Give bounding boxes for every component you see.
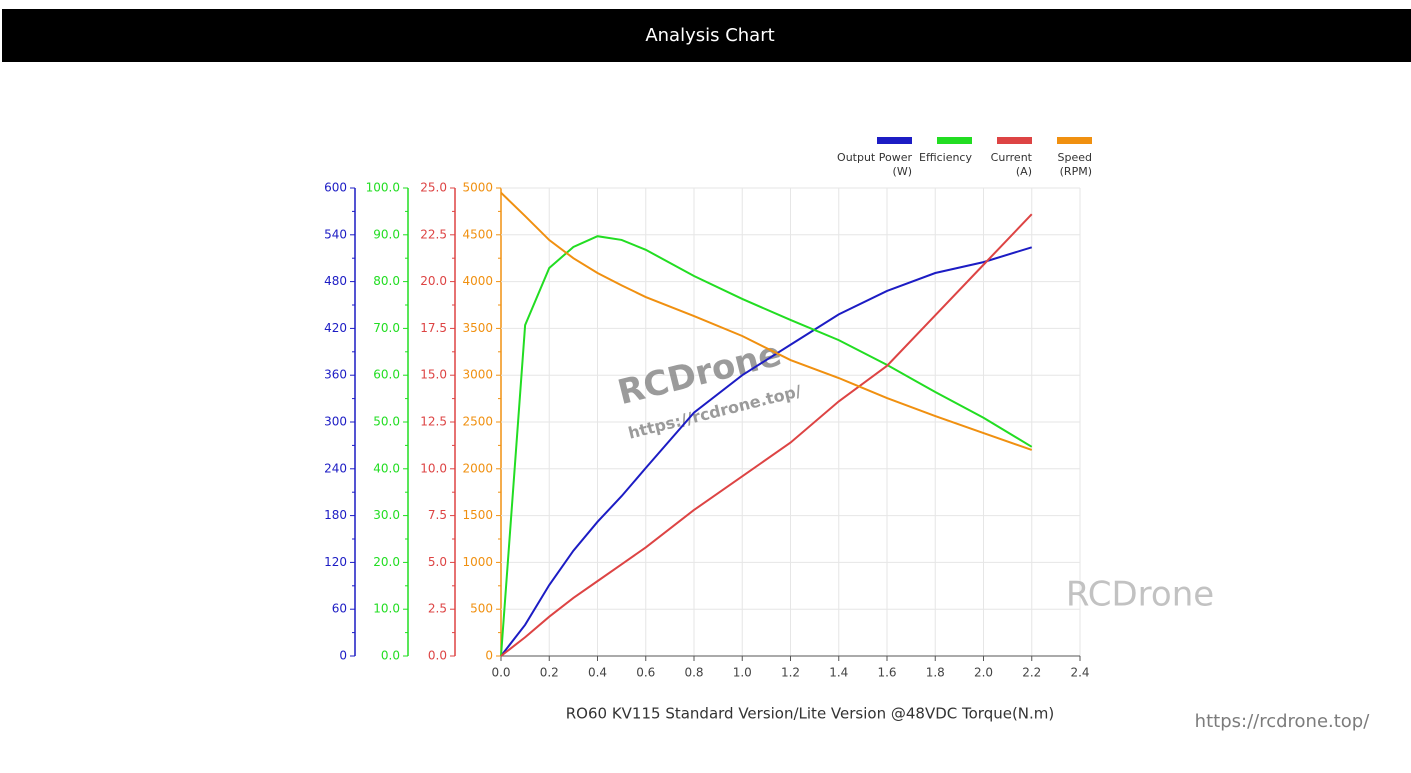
header-title: Analysis Chart	[645, 25, 774, 46]
y-tick-label: 10.0	[420, 461, 447, 475]
y-tick-label: 4500	[462, 227, 493, 241]
y-tick-label: 300	[324, 415, 347, 429]
y-tick-label: 70.0	[373, 321, 400, 335]
series-line	[500, 246, 1033, 657]
y-tick-label: 100.0	[366, 181, 400, 195]
x-tick-label: 0.2	[540, 666, 559, 680]
y-tick-label: 15.0	[420, 368, 447, 382]
legend-swatch	[997, 137, 1032, 144]
y-tick-label: 360	[324, 368, 347, 382]
legend-label-line: Output Power	[837, 151, 912, 164]
legend-swatch	[1057, 137, 1092, 144]
y-tick-label: 180	[324, 508, 347, 522]
y-tick-label: 2500	[462, 415, 493, 429]
y-tick-label: 3000	[462, 368, 493, 382]
y-tick-label: 0.0	[381, 649, 400, 663]
series-line	[500, 191, 1033, 451]
y-tick-label: 22.5	[420, 227, 447, 241]
y-tick-label: 25.0	[420, 181, 447, 195]
watermark: RCDrone	[1066, 575, 1214, 615]
y-tick-label: 0	[339, 649, 347, 663]
legend-label: Current (A)	[991, 151, 1033, 178]
legend-label-line: (RPM)	[1060, 165, 1092, 178]
x-tick-label: 0.0	[491, 666, 510, 680]
y-tick-label: 240	[324, 461, 347, 475]
x-tick-label: 1.2	[781, 666, 800, 680]
y-tick-label: 1000	[462, 555, 493, 569]
legend-label-line: Efficiency	[919, 151, 972, 164]
legend-label-line: Current	[991, 151, 1033, 164]
y-tick-label: 2.5	[428, 602, 447, 616]
x-tick-label: 1.6	[877, 666, 896, 680]
header-bar	[2, 9, 1411, 62]
y-tick-label: 480	[324, 274, 347, 288]
y-tick-label: 90.0	[373, 227, 400, 241]
x-tick-label: 1.4	[829, 666, 848, 680]
y-tick-label: 80.0	[373, 274, 400, 288]
y-tick-label: 500	[470, 602, 493, 616]
y-tick-label: 4000	[462, 274, 493, 288]
y-tick-label: 30.0	[373, 508, 400, 522]
y-tick-label: 0	[485, 649, 493, 663]
series-line	[500, 235, 1033, 657]
y-tick-label: 40.0	[373, 461, 400, 475]
y-tick-label: 10.0	[373, 602, 400, 616]
y-tick-label: 17.5	[420, 321, 447, 335]
legend-label: Speed (RPM)	[1058, 151, 1092, 178]
y-tick-label: 5.0	[428, 555, 447, 569]
y-tick-label: 600	[324, 181, 347, 195]
y-tick-label: 50.0	[373, 415, 400, 429]
legend-label: Efficiency	[919, 151, 972, 164]
legend-label: Output Power (W)	[837, 151, 912, 178]
y-tick-label: 12.5	[420, 415, 447, 429]
x-tick-label: 2.2	[1022, 666, 1041, 680]
y-tick-label: 60	[332, 602, 347, 616]
x-tick-label: 0.6	[636, 666, 655, 680]
y-tick-label: 5000	[462, 181, 493, 195]
x-axis-title: RO60 KV115 Standard Version/Lite Version…	[566, 705, 1055, 723]
y-tick-label: 20.0	[420, 274, 447, 288]
legend-swatch	[937, 137, 972, 144]
y-tick-label: 540	[324, 227, 347, 241]
y-tick-label: 1500	[462, 508, 493, 522]
y-tick-label: 420	[324, 321, 347, 335]
y-tick-label: 3500	[462, 321, 493, 335]
watermark: https://rcdrone.top/	[1195, 711, 1371, 732]
y-tick-label: 7.5	[428, 508, 447, 522]
legend-swatch	[877, 137, 912, 144]
x-tick-label: 0.8	[684, 666, 703, 680]
x-tick-label: 2.0	[974, 666, 993, 680]
x-tick-label: 1.0	[733, 666, 752, 680]
x-tick-label: 1.8	[926, 666, 945, 680]
legend-label-line: (W)	[893, 165, 912, 178]
y-tick-label: 0.0	[428, 649, 447, 663]
legend-label-line: Speed	[1058, 151, 1092, 164]
x-tick-label: 0.4	[588, 666, 607, 680]
legend-label-line: (A)	[1016, 165, 1032, 178]
y-tick-label: 2000	[462, 461, 493, 475]
y-tick-label: 20.0	[373, 555, 400, 569]
y-tick-label: 60.0	[373, 368, 400, 382]
y-tick-label: 120	[324, 555, 347, 569]
x-tick-label: 2.4	[1070, 666, 1089, 680]
series-line	[500, 213, 1033, 657]
